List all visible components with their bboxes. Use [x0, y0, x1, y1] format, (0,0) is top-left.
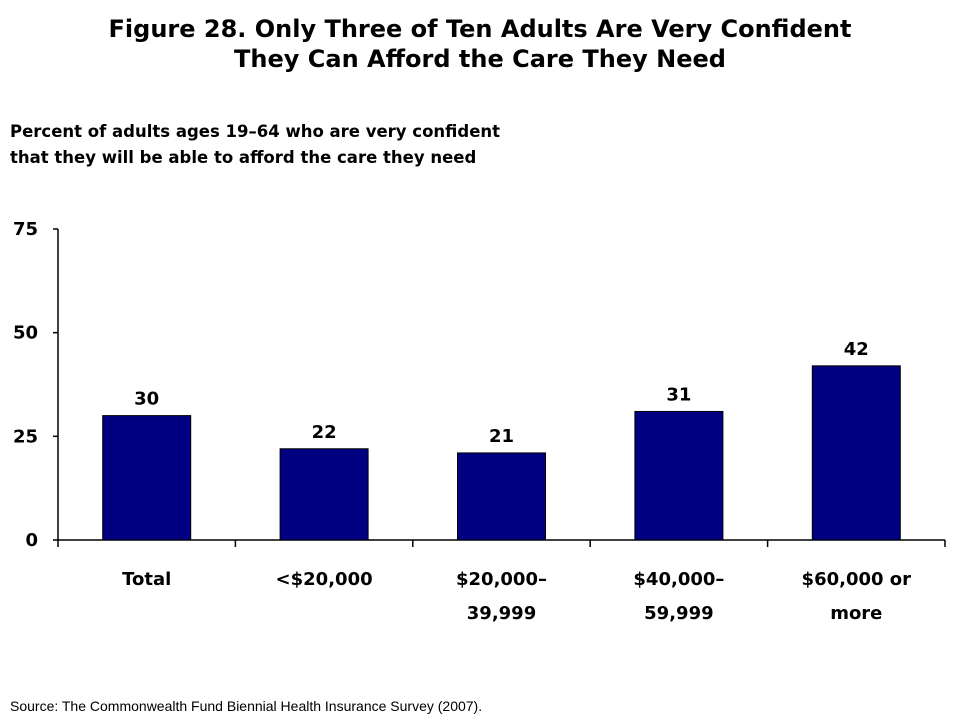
x-tick-label: 59,999: [644, 603, 713, 624]
chart-title-line-1: Figure 28. Only Three of Ten Adults Are …: [108, 15, 852, 43]
x-tick-label: Total: [122, 569, 171, 590]
chart-title: Figure 28. Only Three of Ten Adults Are …: [40, 14, 920, 74]
source-note: Source: The Commonwealth Fund Biennial H…: [10, 698, 483, 714]
bar: [811, 365, 901, 541]
data-label: 42: [844, 339, 869, 360]
bar-chart: 0 25 50 75 30 Total 22 <$20,000 21 $20,000– 39,99…: [13, 219, 946, 624]
data-label: 22: [312, 422, 337, 443]
chart-subtitle: Percent of adults ages 19–64 who are ver…: [10, 119, 650, 171]
x-tick-label: $40,000–: [633, 569, 724, 590]
x-tick-label: more: [830, 603, 882, 624]
chart-subtitle-line-2: that they will be able to afford the car…: [10, 148, 477, 167]
x-tick-label: 39,999: [467, 603, 536, 624]
bar: [634, 410, 724, 541]
data-label: 21: [489, 426, 514, 447]
y-tick-label: 0: [25, 530, 38, 551]
y-tick-label: 50: [13, 323, 38, 344]
y-tick-label: 25: [13, 426, 38, 447]
chart-axes: 0 25 50 75: [13, 219, 946, 551]
bar: [457, 452, 546, 541]
chart-labels: 30 Total 22 <$20,000 21 $20,000– 39,999 31 $40,0…: [122, 339, 911, 624]
chart-subtitle-line-1: Percent of adults ages 19–64 who are ver…: [10, 122, 501, 141]
chart-bars: [102, 365, 901, 541]
x-tick-label: $20,000–: [456, 569, 547, 590]
bar: [279, 448, 369, 541]
x-tick-label: $60,000 or: [802, 569, 912, 590]
data-label: 31: [666, 384, 691, 405]
bar: [102, 415, 192, 541]
chart-title-line-2: They Can Afford the Care They Need: [234, 45, 726, 73]
x-tick-label: <$20,000: [276, 569, 373, 590]
y-tick-label: 75: [13, 219, 38, 240]
data-label: 30: [134, 389, 159, 410]
